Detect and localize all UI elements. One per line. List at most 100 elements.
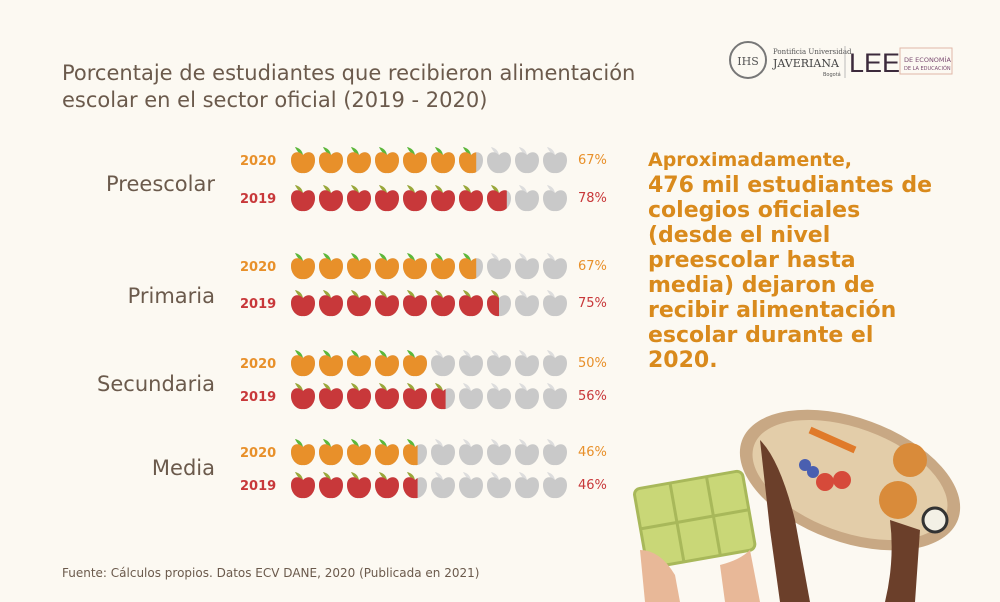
- apple-icon: [347, 253, 371, 280]
- callout-text: Aproximadamente, 476 mil estudiantes de …: [648, 148, 948, 373]
- apple-icon: [403, 472, 427, 499]
- apple-icon: [487, 439, 511, 466]
- apple-icon: [543, 253, 567, 280]
- apple-icon: [403, 185, 427, 212]
- apple-icon: [431, 185, 455, 212]
- apple-icon: [543, 147, 567, 174]
- svg-text:DE LA EDUCACIÓN: DE LA EDUCACIÓN: [904, 65, 951, 72]
- apple-icon: [459, 350, 483, 377]
- percent-label: 46%: [578, 478, 607, 493]
- apple-icon: [543, 472, 567, 499]
- category-label: Media: [151, 456, 215, 480]
- svg-text:Bogotá: Bogotá: [823, 71, 841, 78]
- svg-text:JAVERIANA: JAVERIANA: [772, 57, 840, 70]
- apple-icon: [515, 185, 539, 212]
- apple-icon: [375, 383, 399, 410]
- percent-label: 56%: [578, 389, 607, 404]
- apple-icon: [431, 383, 455, 410]
- apple-icon: [459, 185, 483, 212]
- apple-icon: [319, 253, 343, 280]
- year-label: 2020: [240, 154, 277, 169]
- apple-icon: [543, 290, 567, 317]
- apple-row: [291, 185, 567, 212]
- apple-icon: [543, 439, 567, 466]
- apple-icon: [319, 350, 343, 377]
- apple-icon: [319, 185, 343, 212]
- apple-row: [291, 439, 567, 466]
- apple-icon: [291, 290, 315, 317]
- apple-icon: [431, 439, 455, 466]
- year-label: 2020: [240, 446, 277, 461]
- percent-label: 67%: [578, 153, 607, 168]
- apple-icon: [347, 383, 371, 410]
- apple-icon: [347, 290, 371, 317]
- apple-icon: [543, 383, 567, 410]
- apple-icon: [347, 147, 371, 174]
- apple-icon: [515, 383, 539, 410]
- apple-icon: [487, 350, 511, 377]
- apple-icon: [515, 350, 539, 377]
- apple-icon: [431, 350, 455, 377]
- svg-text:Pontificia Universidad: Pontificia Universidad: [773, 48, 852, 56]
- apple-row: [291, 350, 567, 377]
- apple-icon: [515, 472, 539, 499]
- apple-icon: [515, 290, 539, 317]
- apple-icon: [347, 350, 371, 377]
- apple-icon: [403, 350, 427, 377]
- year-label: 2019: [240, 192, 277, 207]
- apple-icon: [347, 439, 371, 466]
- apple-icon: [375, 472, 399, 499]
- apple-icon: [431, 253, 455, 280]
- apple-icon: [515, 439, 539, 466]
- apple-icon: [403, 383, 427, 410]
- year-label: 2019: [240, 297, 277, 312]
- apple-icon: [487, 290, 511, 317]
- year-label: 2020: [240, 357, 277, 372]
- apple-icon: [431, 147, 455, 174]
- year-label: 2020: [240, 260, 277, 275]
- apple-icon: [515, 147, 539, 174]
- svg-text:IHS: IHS: [737, 55, 758, 68]
- category-label: Primaria: [127, 284, 215, 308]
- apple-icon: [375, 439, 399, 466]
- apple-icon: [291, 439, 315, 466]
- apple-row: [291, 472, 567, 499]
- apple-icon: [487, 185, 511, 212]
- apple-icon: [459, 253, 483, 280]
- apple-icon: [459, 147, 483, 174]
- apple-row: [291, 253, 567, 280]
- percent-label: 67%: [578, 259, 607, 274]
- apple-icon: [291, 350, 315, 377]
- apple-icon: [515, 253, 539, 280]
- apple-icon: [347, 472, 371, 499]
- apple-icon: [319, 290, 343, 317]
- apple-icon: [319, 439, 343, 466]
- apple-icon: [375, 185, 399, 212]
- apple-icon: [403, 439, 427, 466]
- apple-icon: [487, 253, 511, 280]
- apple-row: [291, 290, 567, 317]
- apple-icon: [403, 253, 427, 280]
- apple-icon: [291, 147, 315, 174]
- apple-icon: [291, 253, 315, 280]
- apple-icon: [319, 147, 343, 174]
- apple-icon: [375, 147, 399, 174]
- apple-icon: [431, 472, 455, 499]
- apple-row: [291, 383, 567, 410]
- apple-icon: [543, 185, 567, 212]
- apple-icon: [319, 472, 343, 499]
- apple-icon: [403, 290, 427, 317]
- source-note: Fuente: Cálculos propios. Datos ECV DANE…: [62, 566, 480, 580]
- food-tray-illustration: [633, 409, 961, 602]
- percent-label: 50%: [578, 356, 607, 371]
- apple-icon: [403, 147, 427, 174]
- apple-icon: [375, 253, 399, 280]
- apple-row: [291, 147, 567, 174]
- svg-text:LEE: LEE: [849, 48, 900, 78]
- apple-icon: [291, 383, 315, 410]
- category-label: Preescolar: [106, 172, 215, 196]
- category-label: Secundaria: [97, 372, 215, 396]
- logos: IHS Pontificia Universidad JAVERIANA Bog…: [728, 38, 953, 87]
- apple-icon: [431, 290, 455, 317]
- percent-label: 75%: [578, 296, 607, 311]
